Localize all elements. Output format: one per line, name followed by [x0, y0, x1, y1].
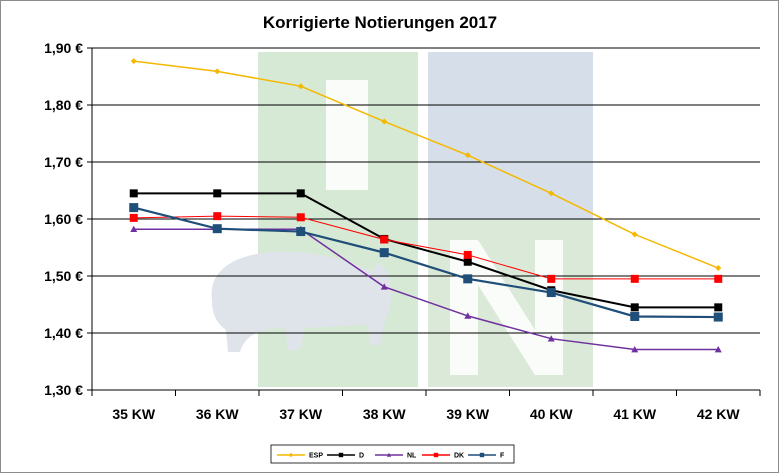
y-tick-label: 1,60 € — [44, 211, 83, 227]
x-tick-label: 36 KW — [196, 406, 240, 422]
data-point — [631, 231, 638, 238]
series-line — [133, 206, 719, 319]
data-point — [464, 152, 471, 159]
y-tick-label: 1,40 € — [44, 325, 83, 341]
data-point — [129, 189, 138, 198]
y-tick-label: 1,90 € — [44, 40, 83, 56]
legend-label: F — [500, 453, 505, 460]
data-point — [715, 265, 722, 272]
data-point — [296, 189, 305, 198]
x-tick-label: 41 KW — [613, 406, 657, 422]
x-axis: 35 KW 36 KW 37 KW 38 KW 39 KW 40 KW 41 KW 42 KW — [91, 390, 761, 422]
watermark-letter-n — [450, 240, 563, 375]
data-point — [713, 312, 723, 322]
data-point — [288, 452, 294, 458]
legend: ESP D NL DK F — [270, 444, 515, 464]
series-line — [133, 60, 719, 269]
series-line — [133, 215, 719, 280]
series-f — [129, 203, 723, 322]
data-point — [630, 303, 639, 312]
legend-item-esp: ESP — [277, 453, 323, 460]
legend-box — [270, 444, 515, 464]
legend-label: D — [359, 453, 364, 460]
legend-item-nl: NL — [375, 453, 417, 460]
y-tick-label: 1,80 € — [44, 97, 83, 113]
data-point — [463, 257, 472, 266]
x-tick-label: 38 KW — [363, 406, 407, 422]
legend-item-f: F — [468, 453, 505, 460]
data-point — [548, 190, 555, 197]
watermark-letter-i — [326, 80, 368, 190]
data-point — [338, 452, 344, 458]
data-point — [297, 83, 304, 90]
data-point — [631, 346, 639, 353]
watermark-pig-silhouette — [211, 251, 392, 352]
series-lines — [129, 58, 723, 353]
data-point — [630, 274, 639, 283]
data-point — [630, 311, 640, 321]
data-point — [547, 335, 555, 342]
y-tick-label: 1,30 € — [44, 382, 83, 398]
data-point — [213, 189, 222, 198]
data-point — [714, 346, 722, 353]
legend-label: ESP — [309, 453, 323, 460]
data-point — [296, 227, 306, 237]
data-point — [380, 235, 389, 244]
data-point — [547, 274, 556, 283]
data-point — [130, 225, 138, 233]
x-tick-label: 35 KW — [112, 406, 156, 422]
data-point — [213, 212, 222, 221]
series-esp — [130, 58, 722, 272]
y-tick-label: 1,50 € — [44, 268, 83, 284]
data-point — [433, 452, 439, 458]
data-point — [386, 452, 392, 457]
data-point — [214, 68, 221, 75]
x-tick-label: 39 KW — [446, 406, 490, 422]
data-point — [379, 248, 389, 258]
data-point — [296, 213, 305, 222]
data-point — [212, 224, 222, 234]
data-point — [546, 288, 556, 298]
data-point — [129, 203, 139, 213]
data-point — [464, 312, 472, 319]
legend-item-dk: DK — [422, 453, 464, 460]
legend-label: DK — [454, 453, 464, 460]
data-point — [130, 58, 137, 65]
data-point — [463, 274, 473, 284]
data-point — [129, 213, 138, 222]
chart-title: Korrigierte Notierungen 2017 — [263, 13, 497, 32]
y-tick-label: 1,70 € — [44, 154, 83, 170]
series-line — [133, 192, 719, 309]
x-tick-label: 40 KW — [530, 406, 574, 422]
isn-watermark-logo — [211, 52, 593, 387]
legend-label: NL — [407, 453, 417, 460]
legend-item-d: D — [327, 453, 364, 460]
series-dk — [129, 212, 723, 283]
x-tick-label: 37 KW — [279, 406, 323, 422]
data-point — [381, 118, 388, 125]
data-point — [714, 274, 723, 283]
data-point — [463, 250, 472, 259]
data-point — [380, 283, 388, 290]
data-point — [479, 452, 485, 458]
x-tick-label: 42 KW — [697, 406, 741, 422]
y-axis: 1,30 € 1,40 € 1,50 € 1,60 € 1,70 € 1,80 € 1,90… — [44, 40, 93, 398]
data-point — [714, 303, 723, 312]
gridlines — [92, 47, 760, 391]
